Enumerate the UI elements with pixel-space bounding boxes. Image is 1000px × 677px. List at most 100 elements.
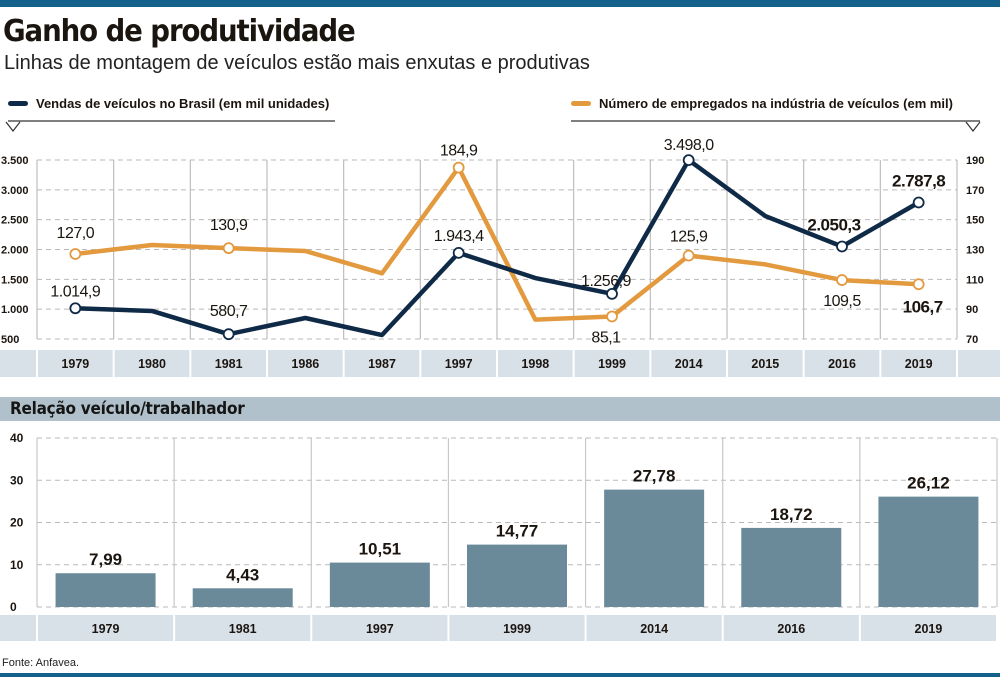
sales-data-label: 3.498,0 <box>664 137 714 154</box>
sales-point-marker <box>836 240 848 253</box>
x-tick-label: 2016 <box>828 357 856 371</box>
sales-point-marker <box>912 196 925 209</box>
x-axis-band-cell <box>651 350 726 377</box>
x-axis-band-cell <box>860 615 996 641</box>
y-tick-label: 0 <box>10 600 17 614</box>
x-tick-label: 1999 <box>503 622 531 636</box>
x-tick-label: 1997 <box>366 622 394 636</box>
chart-title: Ganho de produtividade <box>3 14 356 49</box>
sales-point-marker <box>606 287 618 300</box>
x-axis-band-cell <box>312 615 448 641</box>
employees-data-label: 127,0 <box>57 225 95 242</box>
y-left-tick-label: 1.500 <box>1 274 29 286</box>
y-left-tick-label: 3.000 <box>1 185 29 197</box>
bar <box>329 562 430 607</box>
chevron-down-icon <box>965 121 981 132</box>
chevron-down-icon <box>5 121 21 132</box>
x-tick-label: 2016 <box>777 622 805 636</box>
y-left-tick-label: 500 <box>1 334 19 346</box>
x-tick-label: 1998 <box>521 357 549 371</box>
x-tick-label: 2014 <box>640 622 668 636</box>
employees-point-marker <box>912 278 925 291</box>
sales-data-label: 1.256,9 <box>581 273 631 290</box>
employees-line <box>73 165 921 322</box>
x-tick-label: 1979 <box>92 622 120 636</box>
x-axis-band-cell <box>268 350 343 377</box>
y-left-tick-label: 3.500 <box>1 155 29 167</box>
bar <box>741 527 842 607</box>
x-tick-label: 1986 <box>291 357 319 371</box>
bar-value-label: 27,78 <box>633 467 676 486</box>
bar-value-label: 26,12 <box>907 474 950 493</box>
sales-data-label: 580,7 <box>210 303 248 320</box>
employees-point-marker <box>222 242 235 255</box>
legend-sales-swatch <box>8 101 28 106</box>
x-axis-band-cell <box>586 615 722 641</box>
sales-point-marker <box>222 328 235 341</box>
bar <box>192 588 293 607</box>
bar-value-label: 7,99 <box>89 550 122 569</box>
x-tick-label: 2014 <box>675 357 703 371</box>
x-axis-band-cell <box>804 350 880 377</box>
x-tick-label: 1979 <box>61 357 89 371</box>
y-left-tick-label: 1.000 <box>1 304 29 316</box>
sales-point-marker <box>682 154 695 167</box>
y-tick-label: 40 <box>10 431 24 445</box>
employees-point-marker <box>69 248 82 260</box>
legend-employees-label: Número de empregados na indústria de veí… <box>599 96 953 111</box>
bar <box>878 496 979 607</box>
bar-value-label: 18,72 <box>770 505 813 524</box>
y-right-tick-label: 190 <box>966 155 984 167</box>
sales-point-marker <box>69 302 82 315</box>
brand-top-bar <box>0 0 1000 7</box>
bar-value-label: 10,51 <box>359 540 402 559</box>
employees-point-marker <box>682 249 695 262</box>
line-chart: 500 1.000 1.500 2.000 2.500 3.000 3.500 70 90 110… <box>0 120 1000 377</box>
x-axis-band-cell <box>728 350 803 377</box>
x-axis-band-cell <box>38 350 113 377</box>
legend-employees-swatch <box>571 101 591 106</box>
x-tick-label: 1999 <box>598 357 626 371</box>
y-tick-label: 30 <box>10 473 24 487</box>
employees-data-label: 130,9 <box>210 217 248 234</box>
x-axis-band-cell <box>175 615 311 641</box>
employees-point-marker <box>606 310 618 323</box>
sales-data-label: 2.050,3 <box>807 215 860 234</box>
x-axis-band-cell <box>0 615 36 641</box>
sales-data-label: 2.787,8 <box>892 171 945 190</box>
y-right-tick-label: 110 <box>966 274 984 286</box>
x-tick-label: 1981 <box>215 357 243 371</box>
x-tick-label: 2019 <box>905 357 933 371</box>
legend-employees: Número de empregados na indústria de veí… <box>571 96 953 111</box>
employees-data-label: 106,7 <box>903 297 943 316</box>
source-note: Fonte: Anfavea. <box>2 657 80 669</box>
x-axis-band-cell <box>114 350 190 377</box>
sales-line <box>73 157 921 338</box>
employees-data-label: 125,9 <box>670 229 708 246</box>
employees-data-label: 109,5 <box>823 293 861 310</box>
y-right-tick-label: 70 <box>966 334 978 346</box>
x-axis-band-cell <box>958 350 1000 377</box>
y-left-tick-label: 2.000 <box>1 245 29 257</box>
x-axis-band-cell <box>574 350 650 377</box>
y-tick-label: 20 <box>10 516 24 530</box>
bar-chart-title: Relação veículo/trabalhador <box>10 399 245 419</box>
bar-value-label: 4,43 <box>226 565 259 584</box>
employees-point-marker <box>836 274 848 286</box>
x-tick-label: 1987 <box>368 357 396 371</box>
y-right-tick-label: 130 <box>966 245 984 257</box>
sales-data-label: 1.943,4 <box>434 228 484 245</box>
x-axis-band-cell <box>498 350 573 377</box>
bar <box>55 573 156 607</box>
x-tick-label: 1980 <box>138 357 166 371</box>
y-tick-label: 10 <box>10 558 24 572</box>
x-axis-band-cell <box>723 615 859 641</box>
legend-sales: Vendas de veículos no Brasil (em mil uni… <box>8 96 329 111</box>
x-tick-label: 2015 <box>751 357 779 371</box>
section-header-ratio: Relação veículo/trabalhador <box>0 397 1000 421</box>
x-axis-band-cell <box>421 350 496 377</box>
x-axis-band-cell <box>881 350 956 377</box>
y-right-tick-label: 170 <box>966 185 984 197</box>
bar-value-label: 14,77 <box>496 522 539 541</box>
employees-point-marker <box>452 161 465 174</box>
